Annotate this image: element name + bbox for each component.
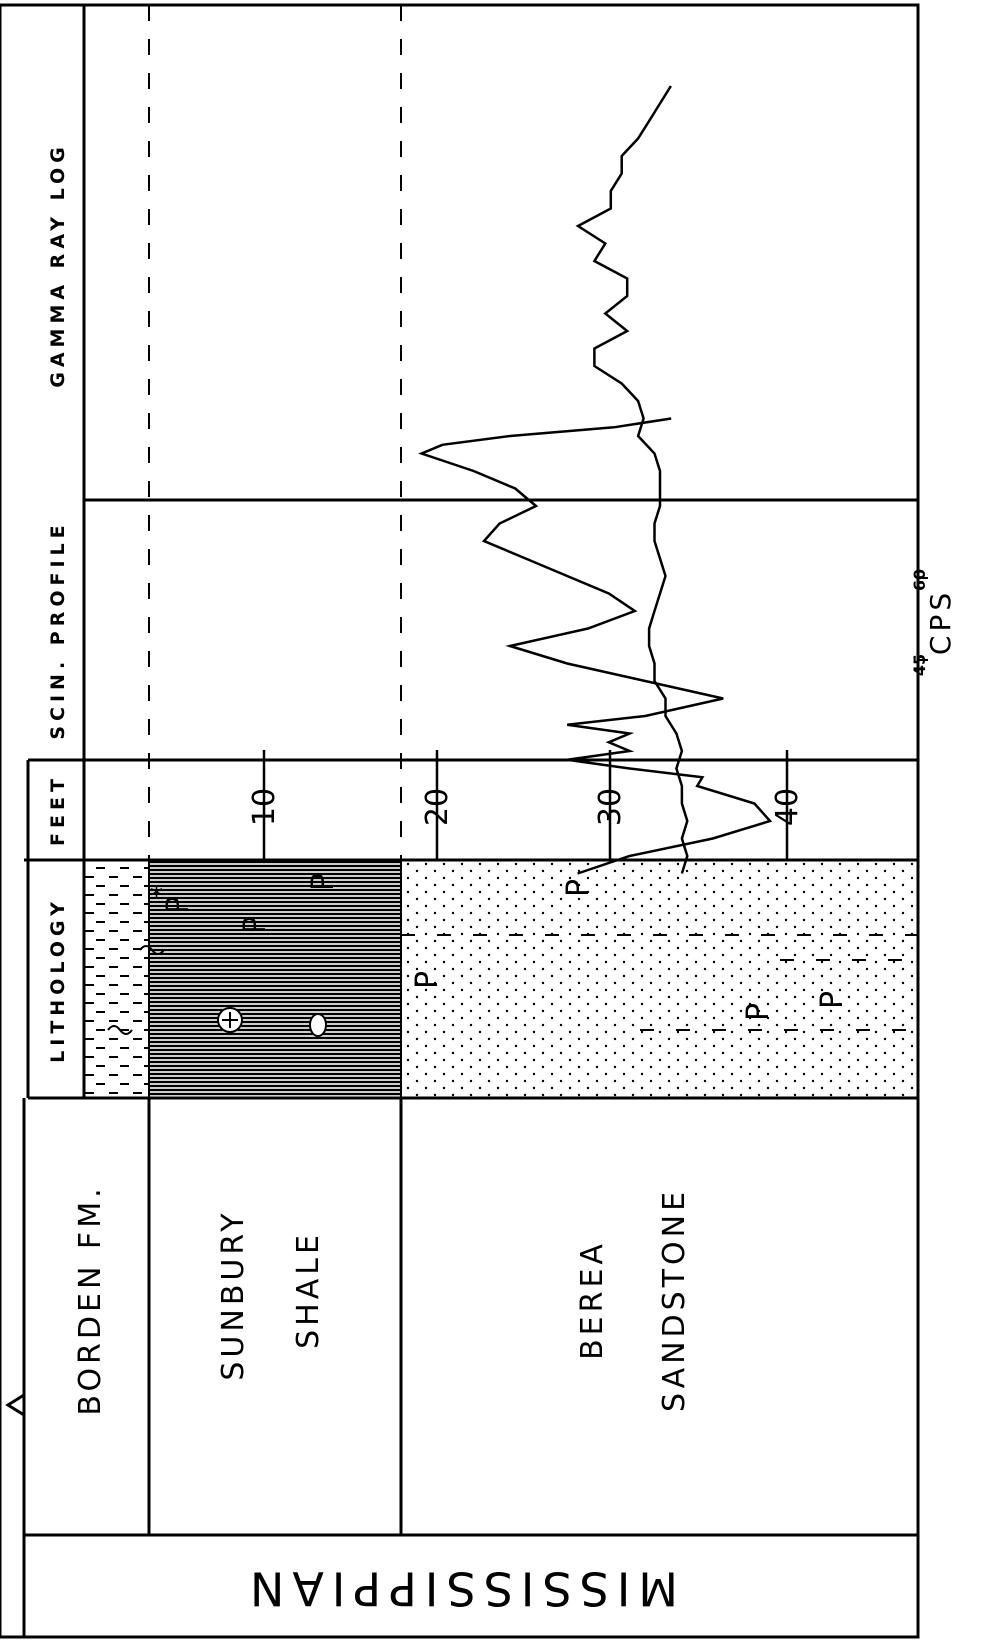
brachiopod-icon bbox=[217, 1007, 243, 1033]
label-sandstone: SANDSTONE bbox=[657, 1188, 692, 1412]
fossil-symbol-p: P bbox=[561, 879, 596, 897]
gamma-ray-line bbox=[418, 417, 773, 875]
label-borden: BORDEN FM. bbox=[73, 1184, 108, 1415]
svg-text:*: * bbox=[150, 882, 163, 912]
fossil-symbol-p: P bbox=[161, 896, 196, 914]
label-sunbury: SUNBURY bbox=[216, 1209, 251, 1380]
borden-lithology bbox=[85, 861, 149, 1097]
header-gamma-ray-log: GAMMA RAY LOG bbox=[47, 142, 69, 388]
headers: LITHOLOGY FEET SCIN. PROFILE GAMMA RAY L… bbox=[47, 142, 69, 1063]
scin-profile-line bbox=[575, 85, 689, 874]
feet-tick-10: 10 bbox=[247, 750, 282, 860]
feet-tick-20: 20 bbox=[420, 750, 455, 860]
berea-dash-lines bbox=[401, 934, 917, 1031]
feet-tick-40: 40 bbox=[770, 750, 805, 860]
scin-profile-plot bbox=[575, 85, 689, 874]
contact-dashes bbox=[148, 5, 402, 860]
header-scin-profile: SCIN. PROFILE bbox=[47, 520, 69, 739]
formation-boundaries bbox=[147, 860, 403, 1535]
header-feet: FEET bbox=[47, 774, 69, 846]
svg-text:10: 10 bbox=[247, 788, 282, 826]
svg-text:20: 20 bbox=[420, 788, 455, 826]
fossil-symbol-p: P bbox=[815, 991, 850, 1009]
feet-axis: 10 20 30 40 bbox=[247, 750, 805, 860]
star-icon: * bbox=[150, 882, 163, 912]
lithology-symbols: P P P P P P P * bbox=[107, 873, 850, 1037]
cps-tick-60: 60 bbox=[910, 569, 929, 591]
gamma-ray-plot bbox=[418, 417, 773, 875]
svg-text:30: 30 bbox=[593, 788, 628, 826]
fossil-symbol-p: P bbox=[410, 971, 445, 989]
berea-lithology bbox=[401, 861, 917, 1097]
gastropod-icon bbox=[309, 1013, 327, 1037]
fossil-symbol-p: P bbox=[238, 916, 273, 934]
feet-tick-30: 30 bbox=[593, 750, 628, 860]
label-shale: SHALE bbox=[291, 1231, 326, 1349]
header-lithology: LITHOLOGY bbox=[47, 897, 69, 1063]
era-label: MISSISSIPPIAN bbox=[242, 1562, 678, 1616]
fossil-symbol-p: P bbox=[741, 1003, 776, 1021]
label-berea: BEREA bbox=[575, 1240, 610, 1360]
cps-label: CPS bbox=[924, 589, 957, 655]
formation-labels: BORDEN FM. SUNBURY SHALE BEREA SANDSTONE bbox=[73, 1184, 692, 1415]
cps-axis: CPS 60 45 bbox=[910, 569, 957, 676]
sunbury-lithology bbox=[149, 861, 401, 1097]
fossil-symbol-p: P bbox=[306, 873, 341, 891]
column-frame bbox=[0, 3, 920, 1639]
svg-text:40: 40 bbox=[770, 788, 805, 826]
burrow-icon bbox=[107, 945, 165, 1035]
lithology-column bbox=[85, 861, 917, 1097]
cps-tick-45: 45 bbox=[910, 654, 929, 676]
